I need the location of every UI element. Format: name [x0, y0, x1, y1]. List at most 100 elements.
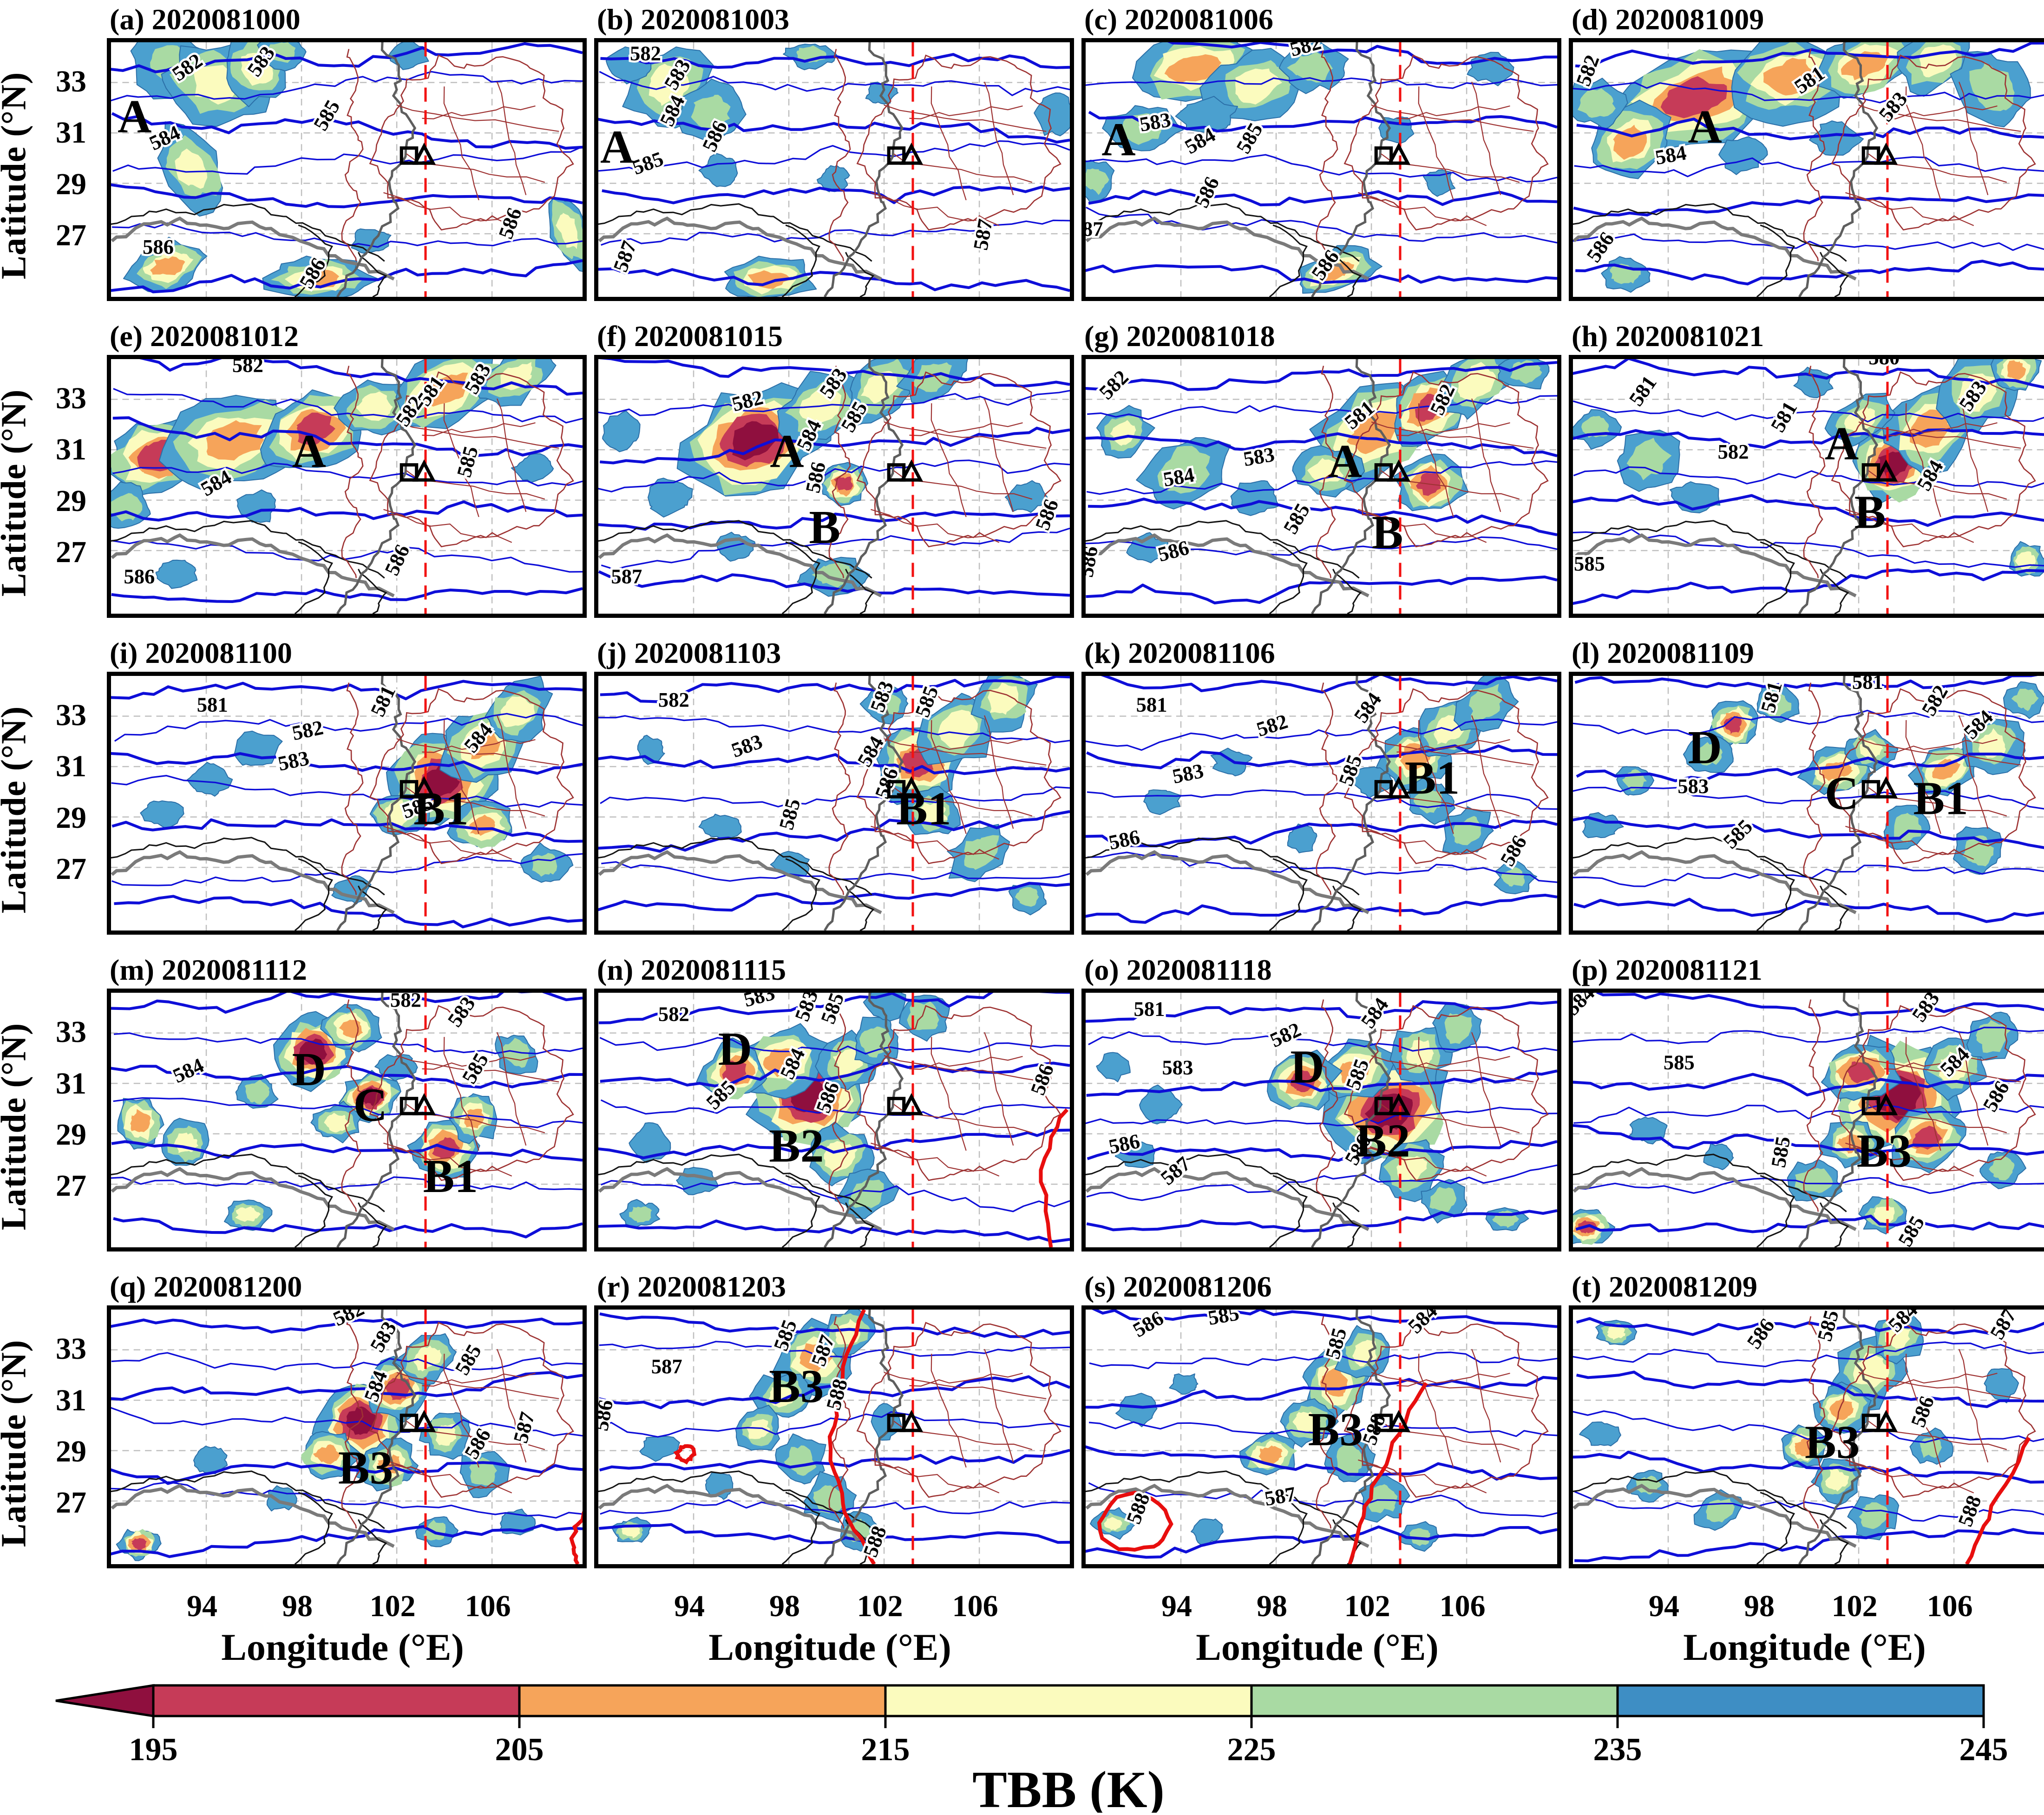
system-labels: B1 [896, 783, 951, 835]
contour-label: 587 [509, 1409, 539, 1446]
system-label-D: D [718, 1023, 752, 1075]
contour-label: 580 [1868, 355, 1900, 369]
contour-label: 584 [1356, 994, 1393, 1033]
x-tick-label: 94 [187, 1589, 218, 1624]
x-axis-ticks-col-1: 94 98 102 106 [107, 1587, 578, 1624]
square-marker-icon [1861, 780, 1880, 799]
contour-label: 582 [390, 989, 421, 1011]
system-label-A: A [600, 121, 634, 173]
panel-title: (l) 2020081109 [1572, 636, 1754, 670]
system-label-B3: B3 [1805, 1416, 1860, 1468]
panel-title: (c) 2020081006 [1084, 3, 1274, 36]
terrain-outlines [1573, 676, 1879, 931]
square-marker-icon [1861, 1414, 1880, 1433]
x-axis-ticks-col-2: 94 98 102 106 [594, 1587, 1066, 1624]
system-label-B3: B3 [338, 1442, 393, 1494]
gridlines [1573, 359, 2044, 614]
system-label-B1: B1 [413, 783, 468, 835]
colorbar-segment-1 [518, 1684, 887, 1717]
tbb-shading [111, 359, 557, 589]
panel-d: (d) 2020081009 582 581 583 584 586 A [1569, 3, 2044, 301]
contour-label: 87 [1082, 217, 1103, 241]
y-tick-label: 29 [56, 484, 86, 518]
system-label-A: A [292, 425, 326, 477]
red-588-contour [569, 1511, 583, 1565]
province-boundaries [341, 49, 574, 262]
contour-label: 585 [309, 96, 345, 134]
colorbar-tick-label: 235 [1593, 1732, 1642, 1768]
system-label-A: A [118, 90, 151, 142]
panel-j: (j) 2020081103 582 583 583 585 584 586 585 B1 [594, 636, 1074, 935]
province-boundaries [828, 1316, 1061, 1529]
panel-title: (o) 2020081118 [1084, 953, 1272, 987]
system-label-D: D [292, 1043, 326, 1095]
panel-m: (m) 2020081112 584 582 583 585 D C B1 [107, 953, 587, 1252]
station-markers [1861, 1093, 1898, 1115]
contour-label: 581 [1624, 371, 1661, 410]
contour-label: 582 [290, 716, 325, 745]
y-tick-label: 33 [56, 1332, 86, 1366]
gridlines [1573, 1310, 2044, 1565]
system-label-B3: B3 [769, 1360, 824, 1412]
red-588-contour [1039, 1108, 1069, 1248]
system-labels: B1 [413, 783, 468, 835]
system-label-B1: B1 [896, 783, 951, 835]
height-contours [1573, 1317, 2044, 1563]
y-tick-label: 31 [56, 1383, 86, 1417]
contour-label: 583 [1907, 989, 1944, 1026]
station-markers [1374, 142, 1411, 165]
y-tick-label: 29 [56, 800, 86, 835]
panel-title: (k) 2020081106 [1084, 636, 1275, 670]
panel-title: (i) 2020081100 [110, 636, 292, 670]
panel-k: (k) 2020081106 581 582 583 584 585 586 586 B1 [1081, 636, 1561, 935]
y-axis-label: Latitude (°N) [0, 320, 33, 618]
triangle-marker-icon [899, 776, 924, 799]
contour-label: 585 [1206, 1305, 1241, 1330]
colorbar-tick-label: 245 [1959, 1732, 2008, 1768]
system-labels: D B2 [718, 1023, 824, 1172]
terrain-outlines [598, 42, 904, 297]
red-588-contour [1097, 1382, 1428, 1565]
y-axis-label: Latitude (°N) [0, 953, 33, 1251]
system-label-A: A [1101, 113, 1135, 165]
height-contours [1573, 993, 2044, 1233]
contour-label: 583 [276, 746, 311, 775]
square-marker-icon [887, 1097, 906, 1115]
system-labels: A [1101, 113, 1135, 165]
system-labels: A [600, 121, 634, 173]
system-labels: B3 [338, 1442, 393, 1494]
system-label-B: B [809, 501, 840, 553]
contour-label: 586 [1495, 832, 1531, 870]
panel-q: (q) 2020081200 582 583 584 585 586 587 B3 [107, 1270, 587, 1569]
panel-o: (o) 2020081118 581 582 583 584 585 586 587 586 D B… [1081, 953, 1561, 1252]
panel-title: (g) 2020081018 [1084, 320, 1275, 353]
contour-label: 584 [169, 1054, 207, 1088]
figure-row-2: Latitude (°N) 33 31 29 27 (e) 2020081012 582 58… [0, 320, 2044, 618]
colorbar-bar: 195 205 215 225 235 245 TBB (K) [55, 1684, 2008, 1815]
terrain-outlines [1573, 359, 1879, 614]
contour-label: 585 [1767, 1135, 1795, 1170]
station-markers [1374, 1410, 1411, 1433]
contour-label: 582 [232, 355, 263, 376]
x-axis-label: Longitude (°E) [221, 1626, 464, 1669]
panel-title: (p) 2020081121 [1572, 953, 1762, 987]
square-marker-icon [400, 146, 419, 165]
x-axis-label: Longitude (°E) [1196, 1626, 1439, 1669]
panel-title: (t) 2020081209 [1572, 1270, 1757, 1304]
figure-row-5: Latitude (°N) 33 31 29 27 (q) 2020081200 582 58… [0, 1270, 2044, 1569]
contour-label: 581 [1766, 398, 1802, 436]
gridlines [1573, 676, 2044, 931]
triangle-marker-icon [1874, 1093, 1898, 1115]
y-axis-label-text: Latitude (°N) [0, 72, 33, 280]
contour-label: 583 [1138, 108, 1173, 136]
triangle-marker-icon [1387, 459, 1411, 482]
system-labels: DC B1 [292, 1043, 478, 1202]
y-axis-label-text: Latitude (°N) [0, 706, 33, 913]
square-marker-icon [887, 1414, 906, 1433]
